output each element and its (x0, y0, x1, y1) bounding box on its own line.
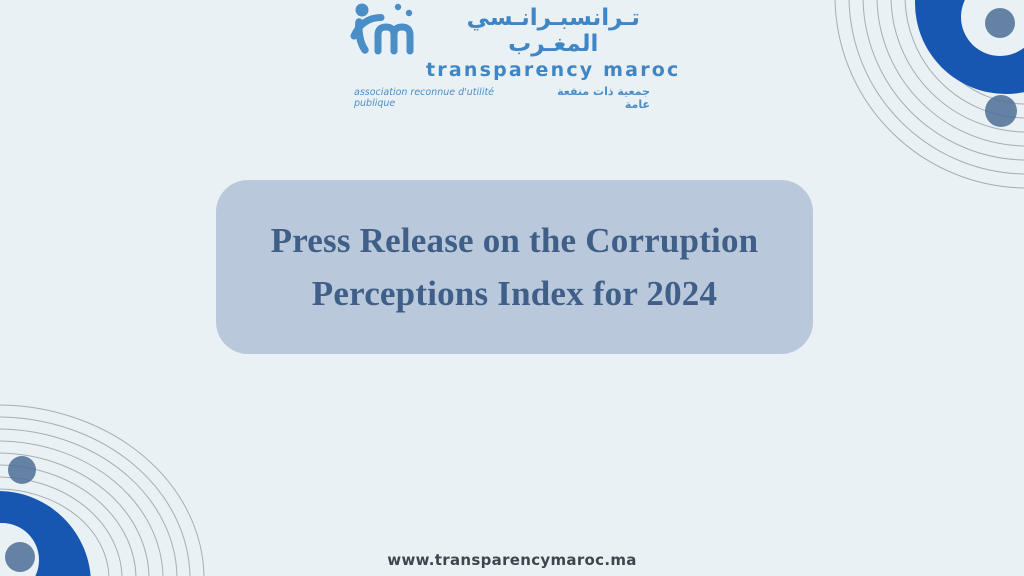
website-url: www.transparencymaroc.ma (387, 551, 637, 569)
transparency-maroc-logo: تـرانسبـرانـسي المغـرب transparency maro… (350, 2, 678, 111)
page-title-line-1: Press Release on the Corruption (270, 220, 759, 260)
logo-arabic-status: جمعية ذات منفعة عامة (557, 84, 650, 111)
title-card: Press Release on the Corruption Percepti… (216, 180, 813, 354)
page-title-line-2: Perceptions Index for 2024 (311, 274, 718, 313)
top-right-ring (915, 0, 1024, 94)
logo-french-status: association reconnue d'utilité publique (354, 86, 495, 109)
logo-status-line: association reconnue d'utilité publique … (350, 85, 650, 111)
logo-names: تـرانسبـرانـسي المغـرب transparency maro… (426, 2, 680, 81)
logo-latin-name: transparency maroc (426, 58, 681, 81)
top-right-arc-lines (834, 0, 1024, 189)
footer: www.transparencymaroc.ma (0, 550, 1024, 569)
accent-circle-top-right-inner (985, 8, 1015, 38)
logo-row: تـرانسبـرانـسي المغـرب transparency maro… (350, 2, 678, 81)
tm-logo-icon (350, 3, 414, 55)
accent-circle-top-right-lower (985, 95, 1017, 127)
accent-circle-bottom-left-upper (8, 456, 36, 484)
page-title: Press Release on the Corruption Percepti… (271, 214, 759, 320)
logo-arabic-name: تـرانسبـرانـسي المغـرب (466, 5, 640, 58)
